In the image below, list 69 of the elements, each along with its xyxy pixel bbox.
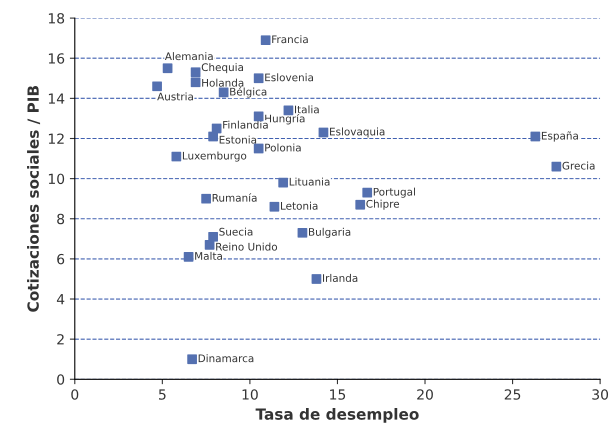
y-tick-label: 14	[48, 94, 64, 104]
y-axis-title: Cotizaciones sociales / PIB	[27, 86, 40, 312]
annotation: Dinamarca	[198, 354, 254, 362]
point	[318, 128, 328, 138]
annotation: Malta	[195, 252, 222, 260]
y-tick-label: 18	[48, 13, 64, 24]
point	[270, 202, 280, 212]
x-tick-label: 15	[330, 389, 346, 400]
x-tick-label: 20	[417, 389, 433, 400]
annotation: Chipre	[366, 200, 400, 210]
annotation: Polonia	[265, 143, 301, 152]
point	[171, 152, 182, 162]
annotation: Francia	[272, 35, 308, 44]
annotation: Grecia	[562, 162, 594, 170]
annotation: Italia	[295, 105, 319, 114]
point	[254, 112, 264, 122]
y-tick-label: 8	[57, 214, 64, 224]
point	[551, 162, 562, 172]
point	[152, 81, 162, 92]
point	[184, 252, 194, 262]
point	[218, 87, 228, 98]
annotation: Reino Unido	[216, 242, 278, 251]
point	[278, 178, 288, 188]
y-tick-label: 0	[57, 374, 64, 385]
x-tick-label: 25	[504, 389, 520, 400]
y-tick-label: 4	[56, 294, 64, 304]
annotation: Bélgica	[230, 87, 266, 98]
annotation: Chequia	[202, 63, 243, 74]
annotation: Austria	[157, 92, 193, 100]
x-tick-label: 10	[242, 389, 258, 400]
x-tick-label: 0	[71, 389, 78, 400]
point	[204, 240, 214, 250]
annotation: Portugal	[374, 188, 415, 198]
x-axis-title: Tasa de desempleo	[256, 408, 419, 423]
point	[190, 77, 200, 88]
annotation: Alemania	[164, 52, 213, 60]
annotation: Bulgaria	[309, 228, 350, 238]
x-tick-label: 30	[592, 389, 608, 400]
point	[162, 63, 172, 74]
point	[312, 274, 322, 284]
annotation: Suecia	[219, 228, 252, 236]
y-tick-label: 12	[48, 133, 64, 144]
annotation: España	[542, 131, 578, 142]
y-tick-label: 6	[57, 254, 64, 264]
point	[362, 188, 372, 198]
annotation: Rumanía	[212, 193, 257, 202]
annotation: Holanda	[202, 78, 244, 87]
point	[212, 124, 222, 134]
annotation: Estonia	[220, 136, 256, 144]
annotation: Lituania	[290, 178, 330, 186]
point	[187, 354, 197, 364]
point	[254, 73, 264, 84]
annotation: Letonia	[280, 202, 318, 210]
point	[208, 132, 218, 142]
point	[190, 67, 200, 78]
point	[201, 194, 211, 204]
point	[260, 35, 271, 46]
point	[355, 200, 366, 210]
annotation: Eslovenia	[265, 73, 313, 82]
y-tick-label: 16	[48, 53, 64, 64]
annotation: Eslovaquia	[330, 127, 384, 138]
point	[254, 144, 264, 154]
x-tick-label: 5	[158, 389, 166, 400]
point	[530, 132, 540, 142]
annotation: Irlanda	[323, 274, 358, 282]
y-tick-label: 10	[48, 174, 64, 184]
point	[298, 228, 308, 238]
annotation: Luxemburgo	[182, 152, 246, 162]
y-tick-label: 2	[57, 334, 64, 344]
